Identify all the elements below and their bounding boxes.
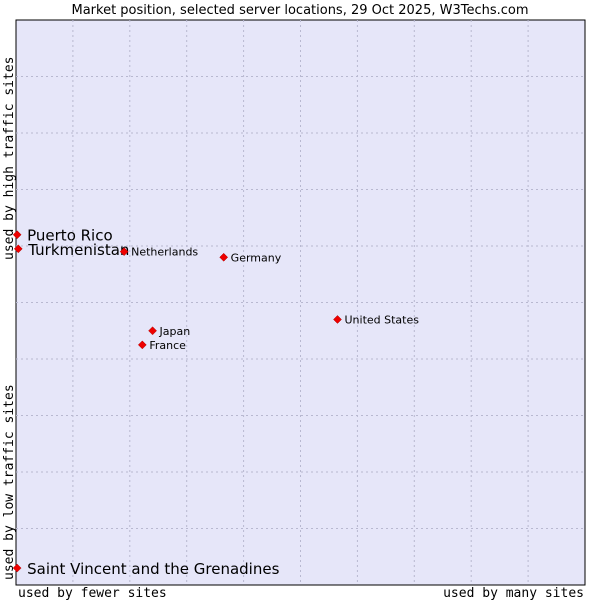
x-axis-label-right: used by many sites — [443, 586, 584, 600]
point-label-japan: Japan — [159, 325, 191, 338]
point-label-united-states: United States — [344, 313, 419, 326]
point-label-france: France — [149, 339, 186, 352]
point-netherlands — [119, 247, 129, 257]
x-axis-label-left: used by fewer sites — [18, 586, 167, 600]
point-label-germany: Germany — [231, 251, 282, 264]
point-label-puerto-rico: Puerto Rico — [27, 227, 113, 245]
point-japan — [148, 326, 157, 336]
point-saint-vincent-and-the-grenadines — [12, 563, 22, 573]
point-puerto-rico — [12, 230, 22, 240]
grid-lines — [16, 20, 585, 585]
point-label-turkmenistan: Turkmenistan — [27, 241, 129, 259]
point-turkmenistan — [13, 244, 23, 254]
point-germany — [219, 252, 229, 262]
point-label-saint-vincent-and-the-grenadines: Saint Vincent and the Grenadines — [27, 560, 279, 578]
point-france — [137, 340, 147, 350]
y-axis-label-bottom: used by low traffic sites — [2, 384, 17, 580]
chart-title: Market position, selected server locatio… — [71, 3, 528, 18]
point-label-netherlands: Netherlands — [131, 246, 198, 259]
point-united-states — [333, 315, 342, 324]
y-axis-label-top: used by high traffic sites — [2, 57, 17, 261]
